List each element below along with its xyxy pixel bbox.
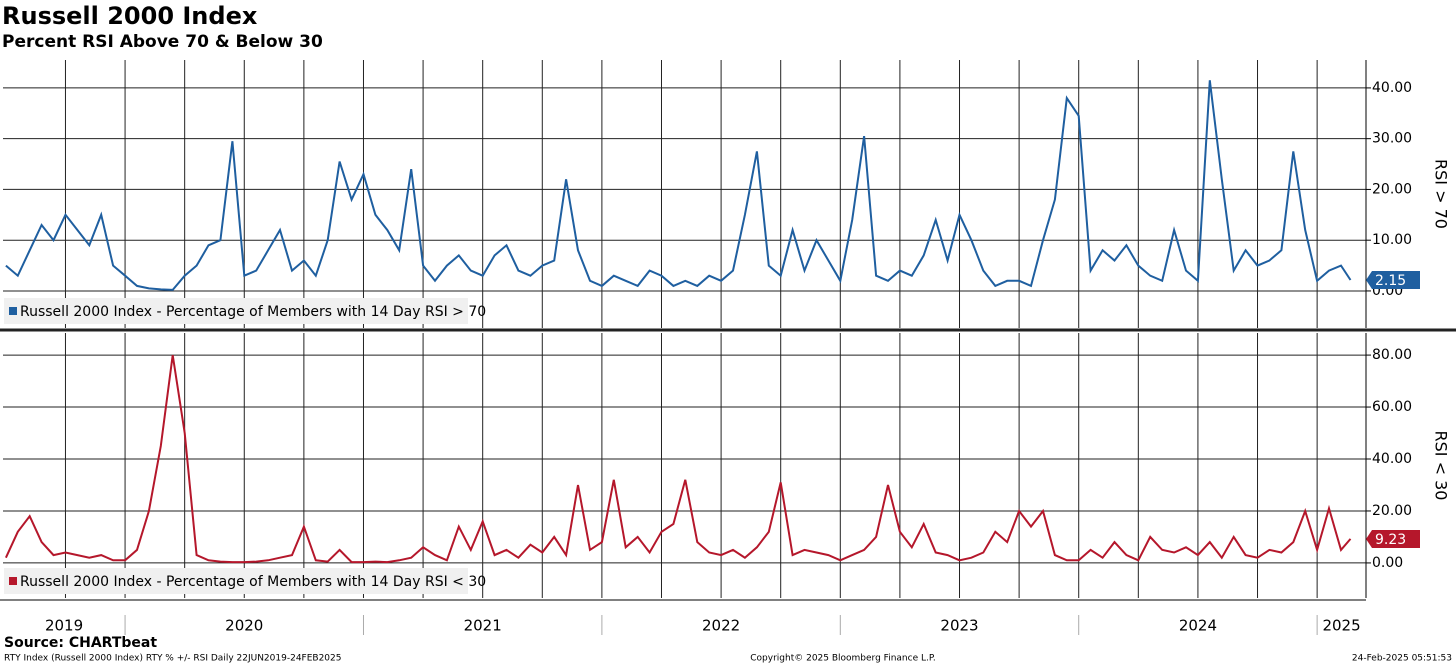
- timestamp: 24-Feb-2025 05:51:53: [1352, 654, 1452, 664]
- y-tick-label: 80.00: [1372, 347, 1412, 363]
- end-value-box: [1366, 271, 1420, 290]
- source: Source: CHARTbeat: [4, 635, 157, 651]
- y-tick-label: 10.00: [1372, 232, 1412, 248]
- legend-swatch: [9, 577, 17, 585]
- y-tick-label: 40.00: [1372, 80, 1412, 96]
- y-tick-label: 30.00: [1372, 131, 1412, 147]
- legend-label: Russell 2000 Index - Percentage of Membe…: [20, 574, 486, 590]
- legend-swatch: [9, 307, 17, 315]
- y-tick-label: 40.00: [1372, 451, 1412, 467]
- end-value-label: 2.15: [1375, 273, 1406, 289]
- y-tick-label: 20.00: [1372, 503, 1412, 519]
- chart-title: Russell 2000 Index: [2, 2, 258, 30]
- series-line: [4, 354, 1352, 564]
- series-line: [5, 80, 1352, 291]
- y-tick-label: 20.00: [1372, 181, 1412, 197]
- end-value-label: 9.23: [1375, 532, 1406, 548]
- y-tick-label: 60.00: [1372, 399, 1412, 415]
- y-axis-label: RSI > 70: [1432, 159, 1451, 229]
- x-tick-label: 2024: [1179, 617, 1217, 635]
- y-axis-label: RSI < 30: [1432, 431, 1451, 501]
- x-tick-label: 2021: [464, 617, 502, 635]
- x-tick-label: 2019: [45, 617, 83, 635]
- x-tick-label: 2025: [1322, 617, 1360, 635]
- x-tick-label: 2020: [225, 617, 263, 635]
- x-tick-label: 2022: [702, 617, 740, 635]
- copyright: Copyright© 2025 Bloomberg Finance L.P.: [750, 654, 935, 664]
- y-tick-label: 0.00: [1372, 555, 1403, 571]
- end-value-box: [1366, 529, 1420, 548]
- legend-label: Russell 2000 Index - Percentage of Membe…: [20, 304, 486, 320]
- footer-info: RTY Index (Russell 2000 Index) RTY % +/-…: [4, 654, 341, 664]
- chart-subtitle: Percent RSI Above 70 & Below 30: [2, 32, 323, 52]
- x-tick-label: 2023: [940, 617, 978, 635]
- legend-box: [4, 298, 468, 324]
- legend-box: [4, 568, 468, 594]
